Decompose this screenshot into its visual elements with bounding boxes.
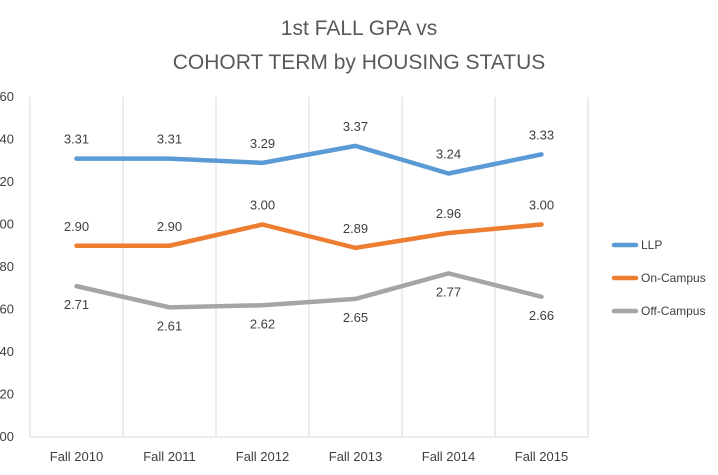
y-tick-label: 2.40 (0, 344, 14, 359)
data-label: 2.90 (64, 219, 89, 234)
data-label: 2.61 (157, 318, 182, 333)
data-label: 3.37 (343, 119, 368, 134)
chart-title-line1: 1st FALL GPA vs (281, 17, 437, 40)
data-label: 2.65 (343, 310, 368, 325)
y-tick-label: 2.20 (0, 387, 14, 402)
data-label: 3.24 (436, 147, 461, 162)
legend-label: LLP (641, 238, 662, 252)
x-tick-label: Fall 2013 (329, 449, 382, 464)
data-label: 3.31 (157, 132, 182, 147)
y-tick-label: 2.60 (0, 302, 14, 317)
data-label: 3.00 (250, 198, 275, 213)
x-tick-label: Fall 2014 (422, 449, 475, 464)
data-label: 3.29 (250, 136, 275, 151)
chart-title-line2: COHORT TERM by HOUSING STATUS (173, 51, 546, 74)
x-tick-label: Fall 2010 (50, 449, 103, 464)
legend-label: Off-Campus (641, 304, 705, 318)
series-line (74, 143, 544, 176)
data-label: 3.33 (529, 127, 554, 142)
legend-label: On-Campus (641, 271, 706, 285)
data-label: 3.31 (64, 132, 89, 147)
data-label: 2.96 (436, 206, 461, 221)
series-line (74, 271, 544, 310)
data-label: 2.66 (529, 308, 554, 323)
data-label: 2.62 (250, 316, 275, 331)
data-label: 2.89 (343, 221, 368, 236)
x-tick-label: Fall 2011 (143, 449, 196, 464)
x-tick-label: Fall 2012 (236, 449, 289, 464)
x-tick-label: Fall 2015 (515, 449, 568, 464)
data-label: 2.90 (157, 219, 182, 234)
data-label: 2.71 (64, 297, 89, 312)
series-line (74, 222, 544, 251)
y-tick-label: 3.40 (0, 132, 14, 147)
y-tick-label: 3.00 (0, 217, 14, 232)
y-tick-label: 2.00 (0, 429, 14, 444)
y-tick-label: 3.20 (0, 174, 14, 189)
y-tick-label: 3.60 (0, 89, 14, 104)
data-label: 2.77 (436, 284, 461, 299)
data-label: 3.00 (529, 198, 554, 213)
y-tick-label: 2.80 (0, 259, 14, 274)
